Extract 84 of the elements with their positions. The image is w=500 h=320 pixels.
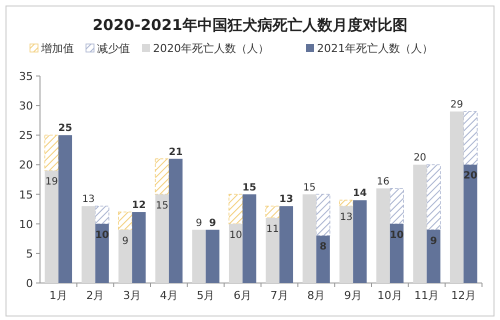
bar <box>376 188 390 283</box>
x-tick-label: 4月 <box>160 289 178 302</box>
data-label: 20 <box>414 152 426 164</box>
bar <box>339 200 354 207</box>
y-tick-label: 35 <box>19 70 33 83</box>
bar <box>155 194 169 283</box>
bar <box>339 206 354 283</box>
data-label: 13 <box>340 212 353 224</box>
x-tick-label: 1月 <box>49 289 68 302</box>
y-tick-label: 25 <box>19 129 33 142</box>
data-label: 15 <box>156 200 168 212</box>
bar <box>168 158 183 283</box>
bar <box>44 134 59 172</box>
bar <box>426 164 441 230</box>
x-tick-label: 9月 <box>344 289 362 302</box>
bar <box>82 206 96 283</box>
data-label: 19 <box>45 176 58 188</box>
bar <box>94 206 110 224</box>
data-label: 10 <box>95 230 110 241</box>
data-label: 9 <box>209 218 216 229</box>
bar <box>450 111 464 283</box>
x-tick-label: 12月 <box>451 289 476 302</box>
bar <box>464 164 478 283</box>
bar <box>118 230 132 283</box>
bar <box>58 135 72 283</box>
bar <box>95 224 109 283</box>
y-tick-label: 10 <box>19 218 33 231</box>
x-tick-label: 6月 <box>234 289 252 302</box>
bar <box>118 212 132 230</box>
bar <box>353 200 367 283</box>
data-label: 16 <box>376 176 390 188</box>
y-tick-label: 20 <box>19 158 33 172</box>
data-label: 14 <box>352 188 367 200</box>
legend-label: 2020年死亡人数（人） <box>153 42 269 55</box>
y-tick-label: 5 <box>26 247 33 260</box>
bar <box>390 224 404 283</box>
bar <box>302 194 316 283</box>
data-label: 20 <box>463 170 478 182</box>
data-label: 11 <box>266 224 279 235</box>
bar <box>44 170 58 283</box>
y-tick-label: 0 <box>26 277 33 290</box>
bar <box>206 230 220 283</box>
bar <box>154 158 170 195</box>
x-tick-label: 8月 <box>307 289 326 302</box>
x-tick-label: 5月 <box>196 289 215 302</box>
legend-label: 增加值 <box>40 42 74 55</box>
data-label: 10 <box>390 230 404 241</box>
bar <box>426 230 440 283</box>
data-label: 9 <box>196 218 202 229</box>
x-tick-label: 3月 <box>123 289 142 302</box>
legend-label: 减少值 <box>97 42 130 55</box>
x-tick-label: 11月 <box>414 289 440 302</box>
bar <box>132 212 146 283</box>
data-label: 15 <box>303 182 316 194</box>
data-label: 8 <box>320 242 327 253</box>
data-label: 12 <box>132 200 146 212</box>
x-tick-label: 10月 <box>377 289 402 302</box>
bar <box>413 164 427 283</box>
data-label: 13 <box>82 194 95 206</box>
bar <box>265 206 280 218</box>
data-label: 29 <box>450 99 464 110</box>
data-label: 15 <box>242 182 256 194</box>
bar <box>242 194 256 283</box>
bar <box>463 111 478 166</box>
bar <box>316 194 330 236</box>
bar <box>228 224 243 283</box>
y-tick-label: 30 <box>19 100 33 113</box>
data-label: 9 <box>430 236 438 247</box>
bar <box>316 236 330 283</box>
data-label: 21 <box>168 146 183 158</box>
data-label: 13 <box>279 194 294 206</box>
bar <box>266 218 280 283</box>
x-tick-label: 7月 <box>270 289 288 302</box>
bar <box>279 206 294 283</box>
y-tick-label: 15 <box>19 188 33 202</box>
bar <box>390 188 404 224</box>
data-label: 9 <box>122 236 128 247</box>
legend-label: 2021年死亡人数（人） <box>317 42 433 55</box>
chart-title: 2020-2021年中国狂犬病死亡人数月度对比图 <box>92 16 408 34</box>
data-label: 10 <box>229 230 242 241</box>
bar <box>228 194 243 224</box>
bar <box>192 230 206 283</box>
data-label: 25 <box>58 123 72 134</box>
x-tick-label: 2月 <box>86 289 104 302</box>
